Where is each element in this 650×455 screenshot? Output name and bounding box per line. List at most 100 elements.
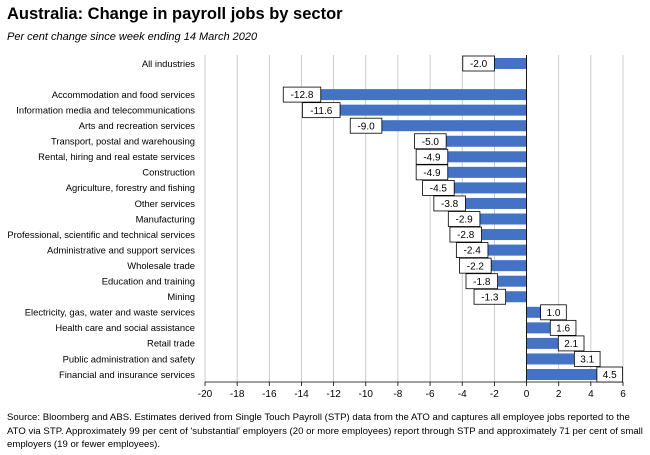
data-label-text: -2.4: [464, 246, 482, 257]
bar: [340, 104, 527, 116]
bar: [320, 89, 527, 101]
category-labels: All industries Accommodation and food ser…: [7, 58, 195, 380]
data-label-text: -2.9: [455, 215, 473, 226]
x-tick-label: 0: [524, 389, 530, 400]
data-label: 1.0: [540, 304, 567, 321]
x-tick-label: 4: [588, 389, 594, 400]
x-tick-label: -12: [326, 389, 341, 400]
bar: [497, 275, 527, 287]
category-label: Wholesale trade: [127, 260, 195, 271]
category-label: Electricity, gas, water and waste servic…: [25, 307, 196, 318]
data-label: -11.6: [302, 102, 341, 119]
category-label: Transport, postal and warehousing: [51, 136, 195, 147]
category-label: Retail trade: [147, 338, 195, 349]
x-tick-label: -6: [426, 389, 435, 400]
data-label-box: [596, 366, 623, 383]
bar: [481, 229, 527, 241]
data-label-text: -5.0: [422, 137, 440, 148]
data-label-box: [302, 102, 341, 119]
x-tick-label: -14: [294, 389, 309, 400]
bars: [320, 58, 599, 380]
data-label-text: 1.0: [547, 308, 561, 319]
bar: [381, 120, 527, 132]
data-label-text: 4.5: [603, 370, 617, 381]
data-label-box: [573, 351, 601, 367]
x-tick-label: -16: [262, 389, 277, 400]
data-label-box: [557, 335, 585, 352]
x-tick-label: -8: [393, 389, 402, 400]
data-label-box: [282, 86, 322, 103]
data-label-text: 2.1: [564, 339, 578, 350]
data-label: -12.8: [282, 86, 322, 103]
data-label: -2.2: [459, 257, 492, 274]
data-label: 1.6: [549, 319, 577, 336]
bar: [446, 135, 527, 147]
bar: [494, 58, 527, 69]
data-label-box: [549, 319, 577, 336]
bar: [447, 166, 527, 178]
data-label-text: -1.3: [481, 292, 499, 303]
x-tick-label: -18: [230, 389, 245, 400]
category-label: Public administration and safety: [63, 353, 196, 364]
data-label-text: -2.8: [457, 230, 475, 241]
data-label-box: [462, 55, 495, 72]
data-label-box: [455, 242, 489, 259]
bar: [487, 244, 527, 256]
data-label-box: [465, 273, 499, 290]
category-label: Administrative and support services: [47, 244, 195, 255]
data-label-text: -12.8: [291, 90, 314, 101]
data-label: -5.0: [414, 133, 447, 150]
data-label-box: [473, 288, 507, 305]
data-label-text: 3.1: [580, 355, 594, 366]
bar: [491, 260, 527, 272]
category-label: Rental, hiring and real estate services: [38, 151, 195, 162]
x-tick-label: -2: [490, 389, 499, 400]
data-label: -2.4: [455, 242, 489, 259]
bar: [526, 306, 543, 318]
chart-subtitle: Per cent change since week ending 14 Mar…: [7, 31, 258, 43]
bar: [454, 182, 527, 194]
data-label: -4.9: [415, 164, 449, 181]
data-label-box: [422, 179, 455, 196]
bar: [526, 322, 553, 334]
x-tick-label: 6: [620, 389, 626, 400]
data-label-text: -4.5: [430, 184, 448, 195]
data-label-box: [449, 226, 482, 243]
data-label-text: -4.9: [423, 152, 441, 163]
data-label: 3.1: [573, 351, 601, 367]
category-label: Agriculture, forestry and fishing: [66, 182, 195, 193]
data-label: -2.0: [462, 55, 495, 72]
data-label-text: -1.8: [473, 277, 491, 288]
category-label: Professional, scientific and technical s…: [7, 229, 195, 240]
bar: [465, 197, 527, 209]
category-label: Accommodation and food services: [52, 89, 196, 100]
data-label-text: -2.0: [470, 59, 488, 70]
x-tick-label: -10: [359, 389, 374, 400]
data-labels: -2.0 -12.8 -11.6 -9.0 -5.0 -4.9 -4.9 -4.5 -3.8 -2…: [282, 55, 623, 383]
category-label: Information media and telecommunications: [16, 104, 195, 115]
category-label: Manufacturing: [136, 213, 195, 224]
data-label: 4.5: [596, 366, 623, 383]
data-label-text: -3.8: [441, 199, 459, 210]
category-label: Other services: [135, 198, 196, 209]
data-label-box: [540, 304, 567, 321]
data-label: -2.8: [449, 226, 482, 243]
data-label-box: [433, 195, 466, 212]
data-label: -4.5: [422, 179, 455, 196]
data-label-text: -4.9: [423, 168, 441, 179]
x-tick-label: -4: [458, 389, 467, 400]
bar: [505, 291, 527, 303]
x-axis: -20 -18 -16 -14 -12 -10 -8 -6 -4 -2 0 2 4 6: [198, 55, 626, 400]
bar: [479, 213, 527, 225]
category-label: Health care and social assistance: [55, 322, 195, 333]
bar: [447, 151, 527, 163]
data-label: -1.3: [473, 288, 507, 305]
chart-title: Australia: Change in payroll jobs by sec…: [7, 5, 343, 23]
data-label: 2.1: [557, 335, 585, 352]
data-label-text: 1.6: [556, 323, 570, 334]
data-label-box: [349, 117, 383, 134]
bar: [526, 353, 577, 365]
category-label: Arts and recreation services: [79, 120, 196, 131]
category-label: Mining: [167, 291, 195, 302]
data-label-box: [414, 133, 447, 150]
